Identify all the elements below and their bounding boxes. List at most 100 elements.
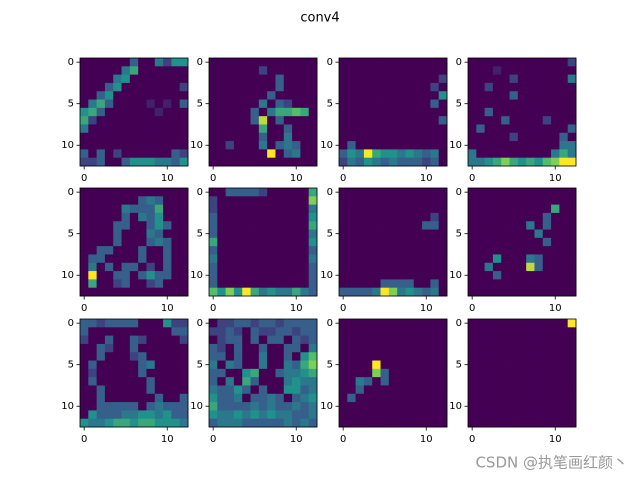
heat-cell: [275, 254, 285, 264]
heat-cell: [225, 149, 235, 159]
heat-cell: [567, 262, 577, 272]
heat-cell: [526, 116, 535, 125]
heat-cell: [225, 124, 235, 134]
heat-cell: [492, 196, 502, 206]
heat-cell: [363, 377, 373, 386]
heat-cell: [283, 212, 293, 222]
heat-cell: [422, 99, 431, 109]
heat-cell: [258, 149, 268, 159]
heat-cell: [179, 196, 189, 206]
heat-cell: [163, 393, 172, 403]
heat-cell: [308, 204, 318, 214]
heat-cell: [397, 221, 406, 230]
heat-cell: [339, 99, 348, 109]
heat-cell: [233, 132, 243, 142]
heat-cell: [146, 393, 156, 403]
heat-cell: [372, 204, 381, 214]
heat-cell: [242, 254, 251, 264]
heat-cell: [372, 141, 381, 150]
heat-cell: [526, 352, 535, 361]
heat-cell: [380, 352, 390, 361]
heat-cell: [250, 66, 260, 76]
heat-cell: [209, 393, 218, 403]
heat-cell: [468, 99, 477, 109]
heat-cell: [534, 254, 544, 264]
heat-cell: [171, 343, 181, 353]
heat-cell: [233, 402, 243, 411]
heat-cell: [422, 254, 431, 264]
heat-cell: [484, 385, 494, 395]
heat-cell: [388, 335, 398, 345]
heat-cell: [413, 221, 423, 230]
heat-cell: [397, 377, 406, 386]
heat-cell: [258, 393, 268, 403]
x-tick-label: 0: [81, 434, 87, 445]
heat-cell: [372, 287, 381, 297]
heat-cell: [363, 58, 373, 67]
heat-cell: [492, 418, 502, 428]
heat-cell: [267, 262, 276, 272]
heat-cell: [292, 74, 301, 84]
heat-cell: [242, 188, 251, 197]
heat-cell: [80, 271, 89, 280]
heat-cell: [308, 116, 318, 125]
heat-cell: [171, 221, 181, 230]
heat-cell: [129, 82, 139, 92]
heat-cell: [476, 385, 486, 395]
heat-cell: [484, 149, 494, 159]
heat-cell: [468, 246, 477, 255]
heat-cell: [347, 157, 357, 167]
heat-cell: [154, 319, 164, 328]
heat-cell: [283, 66, 293, 76]
heat-cell: [80, 132, 89, 142]
heat-cell: [397, 66, 406, 76]
heat-cell: [258, 58, 268, 67]
heat-cell: [559, 287, 569, 297]
heat-cell: [113, 262, 122, 272]
heat-cell: [209, 116, 218, 125]
heat-cell: [388, 246, 398, 255]
heat-cell: [526, 99, 535, 109]
heat-cell: [363, 393, 373, 403]
heat-cell: [468, 262, 477, 272]
heat-cell: [113, 335, 122, 345]
heat-cell: [267, 157, 276, 167]
heat-cell: [509, 237, 519, 247]
heat-cell: [534, 157, 544, 167]
heat-cell: [551, 410, 560, 420]
heat-cell: [121, 279, 131, 289]
y-tick-label: 5: [456, 229, 462, 240]
heat-cell: [438, 319, 448, 328]
heat-cell: [355, 66, 365, 76]
heat-cell: [509, 221, 519, 230]
heat-cell: [292, 335, 301, 345]
heat-cell: [250, 149, 260, 159]
heat-cell: [113, 327, 122, 337]
axes-frame: [79, 318, 189, 428]
heat-cell: [405, 262, 415, 272]
heat-cell: [405, 377, 415, 386]
heat-cell: [217, 279, 227, 289]
heat-cell: [372, 377, 381, 386]
heat-cell: [233, 188, 243, 197]
heat-cell: [163, 237, 172, 247]
heat-cell: [138, 188, 147, 197]
heat-cell: [104, 246, 114, 255]
heat-cell: [413, 82, 423, 92]
heat-cell: [468, 279, 477, 289]
heat-cell: [104, 237, 114, 247]
heat-cell: [242, 343, 251, 353]
heat-cell: [209, 124, 218, 134]
heat-cell: [217, 99, 227, 109]
heat-cell: [347, 116, 357, 125]
heat-cell: [380, 287, 390, 297]
heat-cell: [209, 279, 218, 289]
heat-cell: [413, 124, 423, 134]
heat-cell: [250, 132, 260, 142]
heat-cell: [258, 410, 268, 420]
heat-cell: [517, 335, 527, 345]
heat-cell: [551, 254, 560, 264]
heat-cell: [388, 212, 398, 222]
heat-cell: [113, 74, 122, 84]
heat-cell: [430, 116, 440, 125]
